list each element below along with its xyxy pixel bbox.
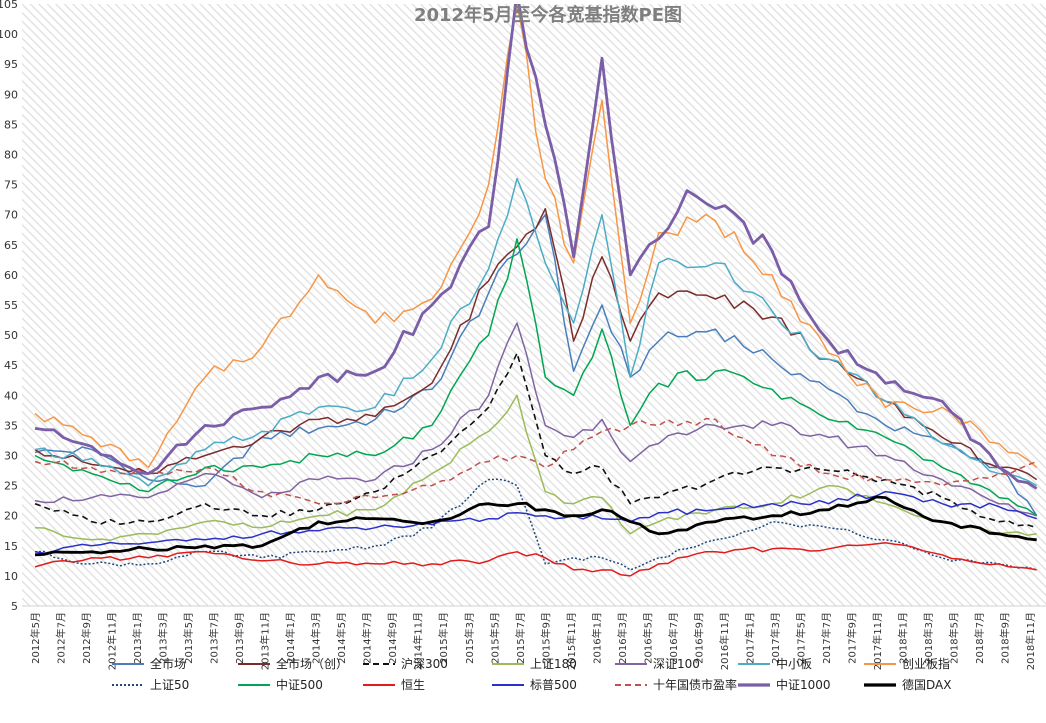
x-tick-label: 2015年9月	[539, 612, 552, 664]
legend-label: 深证100	[653, 657, 700, 671]
x-tick-label: 2018年1月	[897, 612, 910, 664]
x-tick-label: 2014年11月	[412, 612, 425, 670]
x-tick-label: 2016年11月	[718, 612, 731, 670]
series-line	[34, 490, 1037, 554]
x-tick-label: 2016年5月	[641, 612, 654, 664]
series-line	[34, 4, 1038, 490]
x-tick-label: 2016年3月	[616, 612, 629, 664]
y-tick-label: 105	[0, 0, 18, 11]
x-tick-label: 2013年5月	[182, 612, 195, 664]
x-tick-label: 2014年1月	[284, 612, 297, 664]
legend-label: 创业板指	[902, 656, 950, 671]
y-tick-label: 35	[4, 419, 18, 432]
x-tick-label: 2012年9月	[80, 612, 93, 664]
legend-label: 中小板	[776, 656, 812, 671]
y-tick-label: 85	[4, 118, 18, 131]
x-tick-label: 2017年7月	[820, 612, 833, 664]
y-tick-label: 30	[4, 450, 18, 463]
y-tick-label: 10	[4, 570, 18, 583]
y-tick-label: 70	[4, 209, 18, 222]
plot-background	[22, 4, 1046, 606]
legend-label: 上证180	[530, 657, 577, 671]
x-tick-label: 2014年5月	[335, 612, 348, 664]
y-tick-label: 65	[4, 239, 18, 252]
x-tick-label: 2017年3月	[769, 612, 782, 664]
chart-title: 2012年5月至今各宽基指数PE图	[414, 4, 682, 26]
x-tick-label: 2018年7月	[973, 612, 986, 664]
x-tick-label: 2015年1月	[437, 612, 450, 664]
x-tick-label: 2018年9月	[999, 612, 1012, 664]
x-tick-label: 2015年11月	[565, 612, 578, 670]
legend-label: 德国DAX	[902, 677, 951, 692]
x-tick-label: 2015年3月	[463, 612, 476, 664]
series-line	[34, 238, 1038, 517]
y-tick-label: 60	[4, 269, 18, 282]
x-tick-label: 2018年5月	[948, 612, 961, 664]
x-tick-label: 2018年3月	[922, 612, 935, 664]
y-tick-label: 80	[4, 149, 18, 162]
x-tick-label: 2013年11月	[259, 612, 272, 670]
x-tick-label: 2014年7月	[361, 612, 374, 664]
series-layer	[34, 4, 1038, 577]
y-tick-label: 95	[4, 58, 18, 71]
series-line	[34, 322, 1037, 517]
series-line	[34, 4, 1038, 469]
legend-label: 沪深300	[401, 657, 448, 671]
x-tick-label: 2017年11月	[871, 612, 884, 670]
y-axis: 5 10 15 20 25 30 35 40 45 50 55 60 65 70 75 80 85 90 95 100…	[0, 0, 18, 613]
x-tick-label: 2018年11月	[1024, 612, 1037, 670]
y-tick-label: 5	[11, 600, 18, 613]
y-tick-label: 15	[4, 540, 18, 553]
x-tick-label: 2012年5月	[29, 612, 42, 664]
x-tick-label: 2012年7月	[55, 612, 68, 664]
y-tick-label: 90	[4, 88, 18, 101]
x-tick-label: 2014年3月	[310, 612, 323, 664]
x-tick-label: 2013年3月	[157, 612, 170, 664]
legend-label: 全市场	[150, 656, 186, 671]
legend-label: 恒生	[401, 678, 425, 692]
x-tick-label: 2016年9月	[692, 612, 705, 664]
x-tick-label: 2015年7月	[514, 612, 527, 664]
x-tick-label: 2013年9月	[233, 612, 246, 664]
y-tick-label: 55	[4, 299, 18, 312]
x-tick-label: 2012年11月	[106, 612, 119, 670]
x-tick-label: 2016年1月	[590, 612, 603, 664]
x-tick-label: 2013年1月	[131, 612, 144, 664]
series-line	[34, 542, 1037, 577]
y-tick-label: 40	[4, 389, 18, 402]
y-tick-label: 100	[0, 28, 18, 41]
x-tick-label: 2016年7月	[667, 612, 680, 664]
y-tick-label: 20	[4, 510, 18, 523]
x-tick-label: 2013年7月	[208, 612, 221, 664]
x-tick-label: 2017年9月	[845, 612, 858, 664]
y-tick-label: 50	[4, 329, 18, 342]
legend-label: 中证500	[276, 677, 323, 692]
x-tick-label: 2017年5月	[794, 612, 807, 664]
legend-label: 中证1000	[776, 677, 831, 692]
series-line	[34, 417, 1037, 505]
x-tick-label: 2015年5月	[488, 612, 501, 664]
x-tick-label: 2017年1月	[743, 612, 756, 664]
y-tick-label: 25	[4, 480, 18, 493]
legend-label: 全市场（创）	[276, 656, 348, 671]
legend-label: 标普500	[530, 678, 577, 692]
legend-label: 十年国债市盈率	[653, 677, 737, 692]
x-axis: 2012年5月 2012年7月 2012年9月 2012年11月 2013年1月 2013…	[22, 605, 1046, 670]
series-line	[34, 495, 1037, 557]
legend-label: 上证50	[150, 678, 189, 692]
x-tick-label: 2014年9月	[386, 612, 399, 664]
y-tick-label: 75	[4, 179, 18, 192]
y-tick-label: 45	[4, 359, 18, 372]
